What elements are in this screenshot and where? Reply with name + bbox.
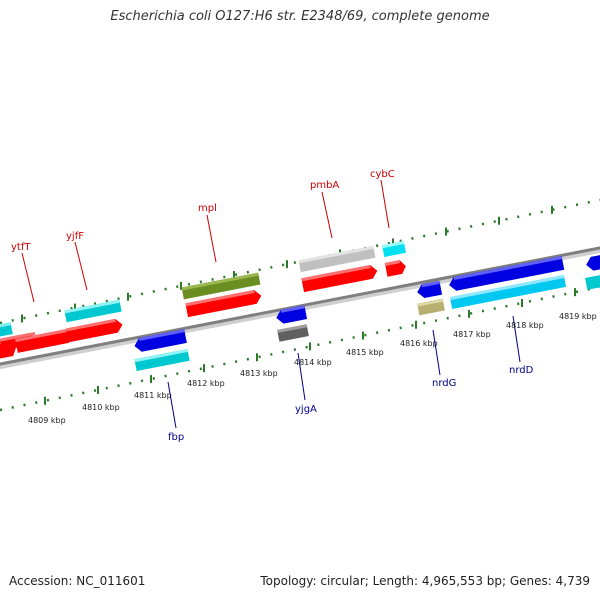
gene-label-yjfF[interactable]: yjfF — [66, 231, 84, 242]
accession-label: Accession: NC_011601 — [9, 574, 146, 588]
gene-nrdG-khaki-box[interactable] — [417, 298, 445, 316]
scale-label-4816: 4816 kbp — [400, 339, 438, 348]
gene-cybC-cyan-box[interactable] — [382, 241, 406, 257]
gene-yjfF-arrow[interactable] — [66, 318, 124, 343]
gene-fbp-blue-arrow[interactable] — [133, 329, 187, 353]
gene-red-fragment-bottom-left[interactable] — [0, 341, 17, 360]
scale-label-4812: 4812 kbp — [187, 379, 225, 388]
scale-label-4810: 4810 kbp — [82, 403, 120, 412]
topology-label: Topology: circular; Length: 4,965,553 bp… — [260, 574, 590, 588]
scale-label-4811: 4811 kbp — [134, 391, 172, 400]
genome-title: Escherichia coli O127:H6 str. E2348/69, … — [110, 9, 490, 24]
forward-gene-labels: ytfT yjfF mpl pmbA cybC — [11, 169, 395, 253]
gene-cyan-box-right-edge[interactable] — [585, 274, 600, 290]
gene-mpl-olive-box[interactable] — [181, 272, 261, 300]
label-leader-lines — [21, 179, 521, 429]
gene-label-ytfT[interactable]: ytfT — [11, 242, 31, 253]
gene-nrdD-cyan-box[interactable] — [449, 275, 567, 309]
major-ticks-bottom — [44, 288, 576, 405]
scale-labels: 4809 kbp 4810 kbp 4811 kbp 4812 kbp 4813… — [28, 312, 597, 425]
gene-yjfF-cyan-box[interactable] — [64, 299, 122, 323]
gene-yjgA-blue-arrow[interactable] — [275, 305, 308, 324]
gene-label-nrdG[interactable]: nrdG — [432, 378, 456, 389]
scale-label-4819: 4819 kbp — [559, 312, 597, 321]
gene-label-pmbA[interactable]: pmbA — [310, 180, 339, 191]
reverse-gene-labels: fbp yjgA nrdG nrdD — [168, 365, 534, 443]
gene-fragment-red-left[interactable] — [15, 328, 75, 353]
gene-label-cybC[interactable]: cybC — [370, 169, 395, 180]
scale-label-4815: 4815 kbp — [346, 348, 384, 357]
scale-label-4813: 4813 kbp — [240, 369, 278, 378]
gene-pmbA-arrow[interactable] — [301, 264, 378, 293]
gene-label-fbp[interactable]: fbp — [168, 432, 184, 443]
gene-yjgA-grey-box[interactable] — [277, 324, 309, 342]
gene-cybC-arrow[interactable] — [384, 259, 407, 277]
gene-label-nrdD[interactable]: nrdD — [509, 365, 534, 376]
scale-label-4818: 4818 kbp — [506, 321, 544, 330]
gene-blue-arrow-right-edge[interactable] — [585, 253, 600, 272]
scale-label-4809: 4809 kbp — [28, 416, 66, 425]
gene-label-yjgA[interactable]: yjgA — [295, 404, 317, 415]
gene-mpl-arrow[interactable] — [185, 289, 262, 318]
gene-pmbA-grey-box[interactable] — [298, 245, 376, 273]
gene-label-mpl[interactable]: mpl — [198, 203, 217, 214]
gene-cyan-left-box[interactable] — [0, 322, 13, 339]
gene-nrdD-blue-arrow[interactable] — [448, 256, 565, 292]
scale-label-4817: 4817 kbp — [453, 330, 491, 339]
gene-nrdG-blue-arrow[interactable] — [416, 280, 443, 299]
scale-label-4814: 4814 kbp — [294, 358, 332, 367]
gene-fbp-cyan-box[interactable] — [134, 348, 190, 372]
